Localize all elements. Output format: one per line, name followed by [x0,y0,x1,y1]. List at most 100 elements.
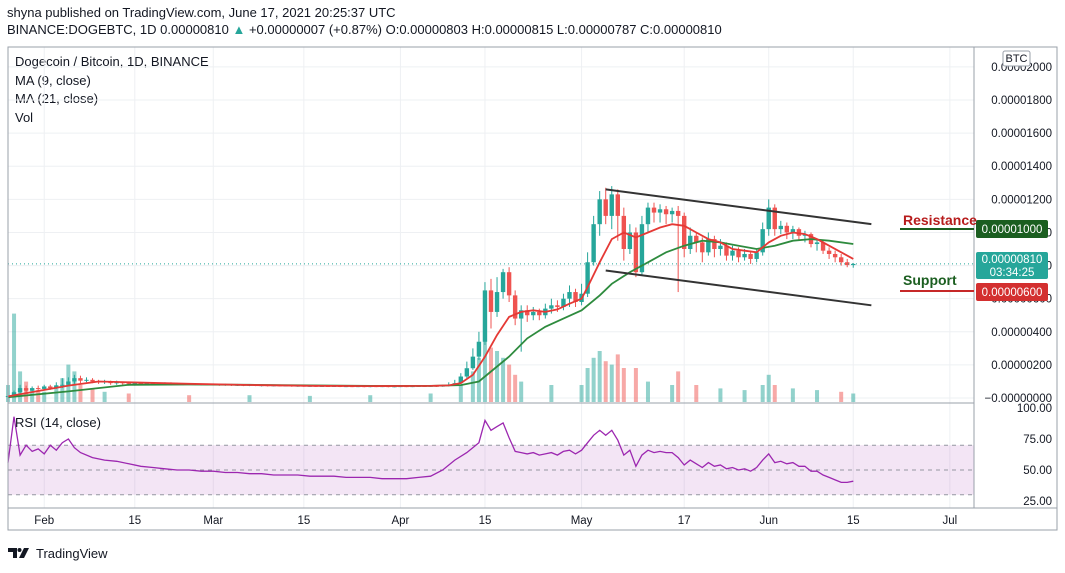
volume-bar [609,364,614,402]
legend-title[interactable]: Dogecoin / Bitcoin, 1D, BINANCE [15,54,209,69]
candle-body [458,376,464,384]
price-tick-label: −0.00000000 [985,393,1052,405]
symbol-quote-line: BINANCE:DOGEBTC, 1D 0.00000810 ▲ +0.0000… [7,22,722,37]
currency-badge-box[interactable] [1002,50,1031,67]
candle-body [11,392,17,397]
brand-name[interactable]: TradingView [36,545,108,561]
volume-bar [187,395,192,402]
candle-body [754,252,759,259]
candle-body [35,388,41,390]
volume-bar [851,393,856,402]
price-tick-label: 0.00000400 [991,327,1052,339]
volume-bar [72,371,77,402]
volume-bar [815,390,820,402]
volume-bar [495,351,500,402]
currency-badge[interactable]: BTC [1006,53,1028,65]
volume-bar [766,374,771,402]
grid-lines [8,47,974,508]
volume-bar [633,368,638,402]
volume-bar [428,393,433,402]
candle-body [826,250,832,254]
time-tick-label: Jul [942,515,957,527]
volume-bar [579,385,584,402]
volume-bar [621,368,626,402]
volume-bar [790,388,795,402]
legend-ma9[interactable]: MA (9, close) [15,72,91,88]
candle-body [820,242,826,251]
candle-body [627,232,633,250]
rsi-legend[interactable]: RSI (14, close) [15,415,101,430]
candle-body [476,341,482,357]
candle-body [573,292,578,302]
candle-body [561,298,566,307]
candle-body [132,383,137,385]
candle-body [784,225,790,233]
volume-bar [90,388,95,402]
volume-bar [519,381,524,402]
volume-bar [507,364,512,402]
rsi-panel [7,416,974,496]
candle-body [615,194,620,216]
candle-body [633,232,639,273]
time-tick-label: 15 [847,515,860,527]
candle-body [512,295,518,319]
moving-averages [7,223,854,399]
candle-body [778,225,783,230]
resistance-badge-box [976,220,1048,238]
candle-body [694,235,699,243]
candle-body [66,381,71,385]
volume-bar [102,391,107,402]
time-tick-label: Apr [391,515,409,527]
candle-body [766,207,771,230]
candle-body [488,290,494,312]
volume-bar [718,388,723,402]
volume-bar [60,378,65,402]
volume-bar [307,395,312,402]
legend-ma21[interactable]: MA (21, close) [15,91,99,106]
support-label: Support [903,272,957,288]
candle-body [718,245,723,250]
candle-body [29,388,35,391]
resistance-trend-line [605,188,872,226]
candle-body [549,305,554,309]
support-badge-box [976,283,1048,301]
candles [5,186,856,399]
support-price: 0.00000600 [982,287,1043,299]
candle-body [90,379,95,382]
volume-bar [54,385,59,402]
volume-bar [12,313,17,402]
countdown-badge: 03:34:25 [990,267,1035,279]
candle-body [736,250,741,258]
volume-bar [470,371,475,402]
volume-bar [591,357,596,402]
candle-body [48,386,53,389]
candle-body [591,224,596,263]
candle-body [17,388,23,393]
resistance-price: 0.00001000 [982,224,1043,236]
time-tick-label: Mar [203,515,223,527]
candle-body [72,378,77,382]
legend-vol[interactable]: Vol [15,109,34,125]
rsi-tick-label: 25.00 [1023,496,1052,508]
volume-bar [476,357,481,402]
chart-legend: Dogecoin / Bitcoin, 1D, BINANCE MA (9, c… [15,53,209,127]
candle-body [42,386,47,389]
time-tick-label: 17 [678,515,691,527]
candle-body [609,194,614,216]
candle-body [531,311,536,316]
publish-info: shyna published on TradingView.com, June… [7,5,396,20]
time-tick-label: Jun [759,515,778,527]
price-tick-label: 0.00001400 [991,161,1052,173]
candle-body [585,262,590,294]
last-price-badge: 0.00000810 [982,254,1043,266]
candle-body [537,311,542,316]
time-tick-label: 15 [479,515,492,527]
volume-bar [760,385,765,402]
candle-body [657,209,663,213]
rsi-tick-label: 50.00 [1023,465,1052,477]
volume-bar [489,347,493,402]
candle-body [712,239,717,250]
candle-body [688,235,693,250]
candle-body [760,229,765,253]
